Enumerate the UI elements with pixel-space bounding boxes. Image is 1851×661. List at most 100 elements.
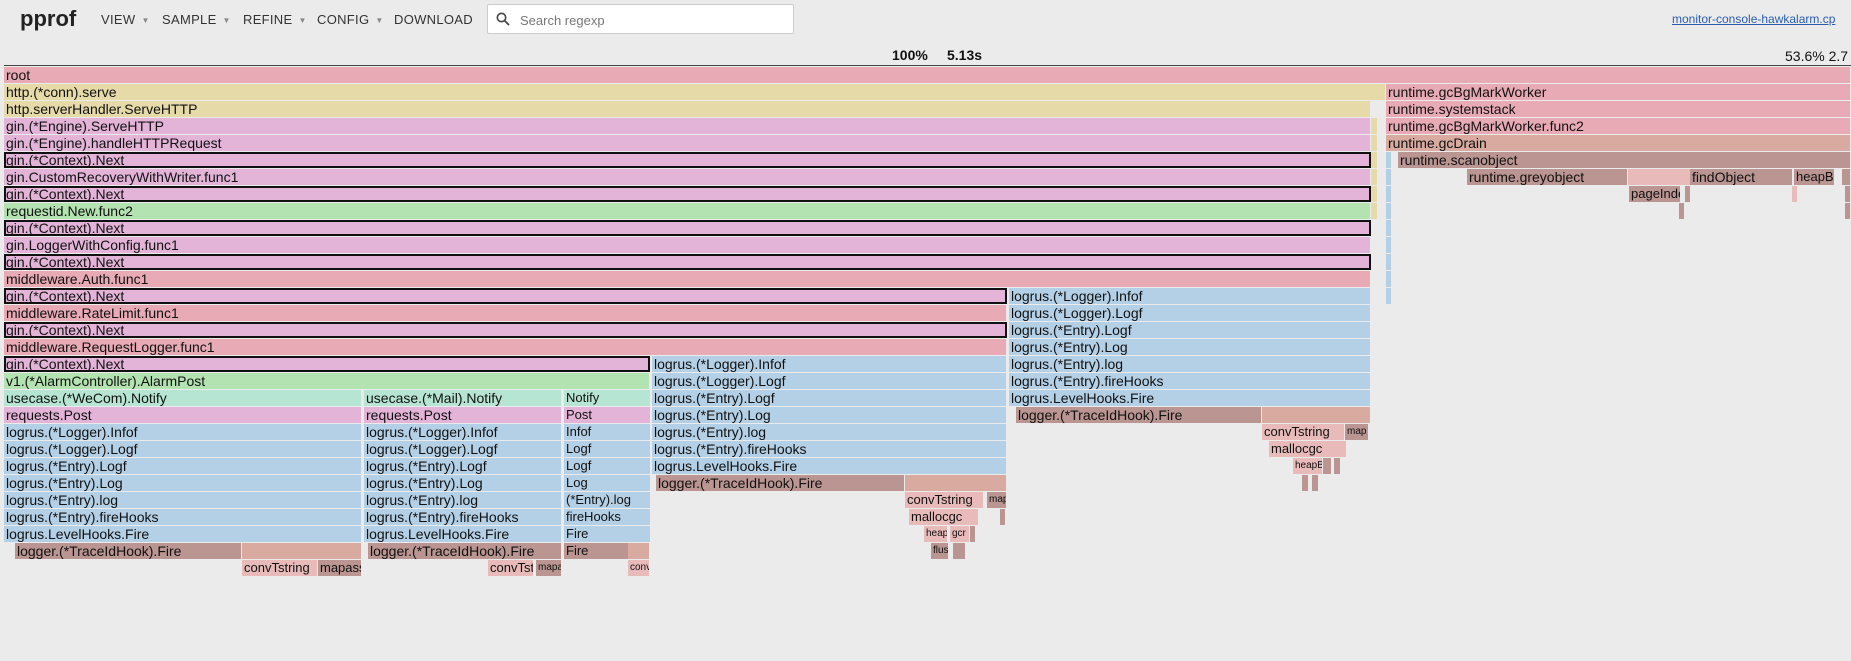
flame-frame[interactable] [1792,186,1798,202]
flame-frame[interactable] [1845,186,1851,202]
flame-frame[interactable]: gcr [950,526,970,542]
menu-view[interactable]: VIEW ▼ [101,12,150,27]
flame-frame[interactable]: findObject [1690,169,1793,185]
flame-frame[interactable]: usecase.(*WeCom).Notify [4,390,362,406]
flame-frame[interactable]: requestid.New.func2 [4,203,1371,219]
flame-frame[interactable]: logrus.(*Entry).log [364,492,562,508]
flame-frame[interactable]: (*Entry).log [564,492,651,508]
flame-frame[interactable]: logrus.(*Entry).Log [364,475,562,491]
flame-frame[interactable]: usecase.(*Mail).Notify [364,390,562,406]
flame-frame[interactable]: runtime.systemstack [1386,101,1851,117]
flame-frame[interactable]: conv [628,560,650,576]
flame-frame[interactable]: logrus.(*Logger).Logf [364,441,562,457]
flame-frame[interactable]: gin.(*Engine).handleHTTPRequest [4,135,1371,151]
menu-sample[interactable]: SAMPLE ▼ [162,12,231,27]
search-input[interactable] [518,9,792,31]
flame-frame[interactable]: map [987,492,1007,508]
flame-frame[interactable]: Fire [564,526,651,542]
flame-frame[interactable]: heapBits [1293,458,1323,474]
flame-frame[interactable]: gin.(*Engine).ServeHTTP [4,118,1371,134]
flame-frame[interactable]: mallocgc [1269,441,1347,457]
flame-frame[interactable] [1845,203,1851,219]
flame-frame[interactable]: logrus.(*Logger).Logf [1009,305,1371,321]
profile-link[interactable]: monitor-console-hawkalarm.cp [1672,12,1836,26]
flame-frame[interactable]: logger.(*TraceIdHook).Fire [368,543,562,559]
flame-frame[interactable]: logrus.(*Entry).log [652,424,1007,440]
flame-frame[interactable]: logger.(*TraceIdHook).Fire [656,475,905,491]
flame-frame[interactable] [970,526,976,542]
flame-frame[interactable]: runtime.greyobject [1467,169,1628,185]
flame-frame[interactable]: logger.(*TraceIdHook).Fire [1016,407,1262,423]
flame-frame[interactable]: gin.(*Context).Next [4,288,1007,304]
flame-frame[interactable] [1842,169,1851,185]
flame-frame[interactable] [1000,509,1006,525]
flame-frame[interactable]: logrus.(*Logger).Logf [4,441,362,457]
menu-refine[interactable]: REFINE ▼ [243,12,307,27]
flame-frame[interactable]: http.(*conn).serve [4,84,1386,100]
flame-frame[interactable]: middleware.RateLimit.func1 [4,305,1007,321]
flame-frame[interactable] [953,543,966,559]
flame-frame[interactable] [1386,288,1392,304]
flame-frame[interactable]: runtime.scanobject [1398,152,1851,168]
flame-frame[interactable] [905,475,1007,491]
flame-frame[interactable]: http.serverHandler.ServeHTTP [4,101,1371,117]
flame-frame[interactable]: runtime.gcBgMarkWorker [1386,84,1851,100]
flame-frame[interactable]: gin.CustomRecoveryWithWriter.func1 [4,169,1371,185]
flame-frame[interactable]: logrus.(*Logger).Infof [4,424,362,440]
flame-frame[interactable]: Post [564,407,651,423]
flame-frame[interactable]: logrus.LevelHooks.Fire [4,526,362,542]
flame-frame[interactable] [1386,152,1392,168]
flame-frame[interactable]: mapa [536,560,562,576]
flame-frame[interactable] [1386,186,1392,202]
flame-frame[interactable]: Fire [564,543,629,559]
flame-frame[interactable]: gin.(*Context).Next [4,220,1371,236]
flame-frame[interactable]: middleware.RequestLogger.func1 [4,339,1007,355]
flame-frame[interactable]: logrus.(*Entry).fireHooks [364,509,562,525]
menu-config[interactable]: CONFIG ▼ [317,12,384,27]
flame-frame[interactable]: heapB [1794,169,1835,185]
flame-frame[interactable] [1262,407,1371,423]
flame-frame[interactable]: logrus.(*Entry).log [4,492,362,508]
flame-frame[interactable]: heapB [924,526,948,542]
flame-frame[interactable]: logger.(*TraceIdHook).Fire [15,543,242,559]
flame-frame[interactable] [1371,186,1378,202]
flame-frame[interactable] [1386,169,1392,185]
flame-frame[interactable]: logrus.(*Logger).Infof [652,356,1007,372]
flame-frame[interactable]: pageInde [1629,186,1681,202]
flame-frame[interactable]: gin.(*Context).Next [4,254,1371,270]
flame-frame[interactable]: logrus.(*Entry).fireHooks [652,441,1007,457]
flame-frame[interactable] [1371,118,1378,134]
flame-frame[interactable]: Infof [564,424,651,440]
flame-frame[interactable]: convTstri [488,560,534,576]
flame-frame[interactable]: logrus.(*Entry).Logf [4,458,362,474]
flame-frame[interactable]: Logf [564,458,651,474]
flame-frame[interactable]: Log [564,475,651,491]
flame-frame[interactable]: gin.(*Context).Next [4,186,1371,202]
flame-frame[interactable] [1386,203,1392,219]
flame-frame[interactable] [1386,271,1392,287]
flame-frame[interactable] [1371,135,1378,151]
flame-frame[interactable]: logrus.(*Entry).fireHooks [1009,373,1371,389]
flame-frame[interactable]: gin.LoggerWithConfig.func1 [4,237,1371,253]
flame-frame[interactable] [1323,458,1332,474]
flame-frame[interactable]: logrus.LevelHooks.Fire [1009,390,1371,406]
flame-frame[interactable] [1312,475,1319,491]
flame-frame[interactable]: convTstring [905,492,984,508]
flame-frame[interactable]: gin.(*Context).Next [4,152,1371,168]
menu-download[interactable]: DOWNLOAD [394,12,473,27]
flame-frame[interactable] [1685,186,1691,202]
flame-frame[interactable]: fireHooks [564,509,651,525]
flame-frame[interactable] [1679,203,1685,219]
flame-frame[interactable] [1386,254,1392,270]
flame-frame[interactable]: logrus.(*Entry).Logf [1009,322,1371,338]
flame-frame[interactable]: logrus.(*Logger).Infof [364,424,562,440]
flame-frame[interactable]: logrus.(*Entry).fireHooks [4,509,362,525]
flame-frame[interactable]: mallocgc [909,509,979,525]
flame-frame[interactable]: map [1345,424,1369,440]
flame-frame[interactable]: logrus.(*Entry).Log [652,407,1007,423]
flame-frame[interactable]: logrus.(*Entry).Log [4,475,362,491]
flame-frame[interactable] [1371,169,1378,185]
flame-frame[interactable] [242,543,362,559]
flame-frame[interactable]: mapassi [318,560,362,576]
flame-frame[interactable] [1628,169,1691,185]
